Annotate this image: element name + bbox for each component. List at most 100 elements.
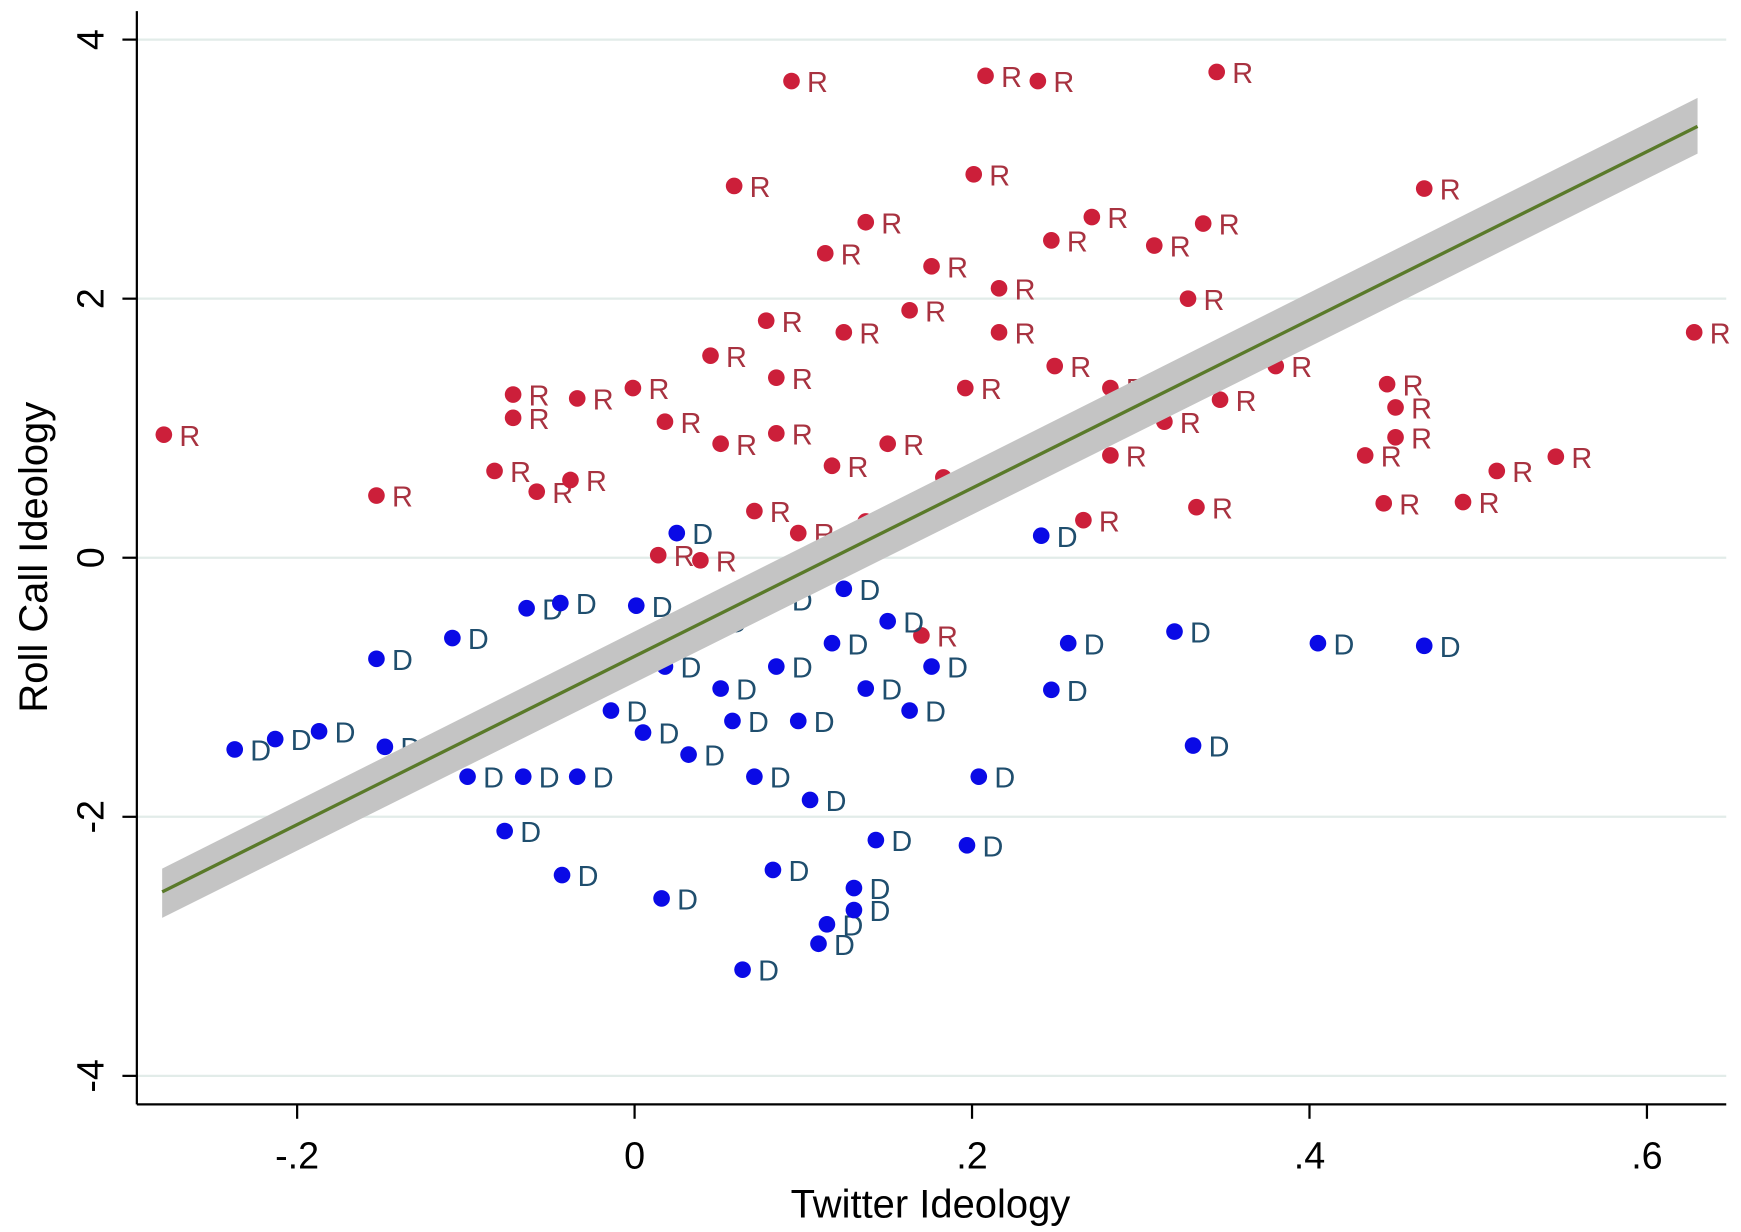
point [818,915,836,933]
point [1075,511,1092,529]
point-label: R [1107,203,1128,235]
point [767,369,785,387]
point [746,502,763,520]
point-label: R [736,430,757,462]
point-label: R [1571,443,1592,475]
x-axis-title: Twitter Ideology [791,1183,1071,1227]
point [977,67,994,85]
point-label: R [1381,441,1402,473]
point [376,738,394,756]
point-label: D [692,519,713,551]
point [867,831,885,849]
point [801,791,819,809]
x-tick-label: 0 [624,1135,645,1177]
point [783,72,800,90]
point-label: D [859,575,880,607]
point-label: D [659,719,680,751]
point [746,768,763,785]
point [958,836,976,854]
x-tick-label: -.2 [275,1135,319,1177]
point [1102,447,1119,464]
point [568,390,586,407]
point-label: R [1236,386,1257,418]
point [552,594,569,612]
point-label: R [1479,488,1500,520]
point-label: R [1126,441,1147,473]
point [1415,637,1433,655]
point [1211,391,1229,409]
point [310,722,328,740]
point-label: R [903,430,924,462]
point-label: D [483,763,504,795]
point-label: R [726,342,747,374]
point [649,546,667,564]
point [553,866,571,884]
point [518,599,535,617]
point [668,524,686,542]
point-label: D [704,741,725,773]
point [486,462,503,480]
point [789,712,807,730]
x-tick-label: .6 [1631,1135,1662,1177]
point [923,658,940,675]
point-label: R [947,252,968,284]
point-label: R [937,622,958,654]
point-label: D [891,826,912,858]
point [368,650,385,668]
point-label: R [529,381,550,413]
point [444,629,461,647]
point-label: D [578,861,599,893]
point-label: R [1001,62,1022,94]
point-label: R [841,239,862,271]
point-label: D [593,763,614,795]
point [857,680,875,697]
point-label: D [291,725,312,757]
point-label: R [792,419,813,451]
point-label: R [1015,318,1036,350]
point [913,627,930,644]
point [1188,498,1205,516]
point-label: D [869,874,890,906]
point [656,413,674,431]
point [816,245,834,262]
point [1032,527,1050,545]
point-label: R [1170,232,1191,264]
point [823,457,841,475]
point [901,702,918,719]
point-label: R [1067,226,1088,258]
point-label: D [576,589,597,621]
point-label: D [1057,522,1078,554]
point-label: R [648,374,669,406]
point-label: R [881,208,902,240]
point-label: D [770,763,791,795]
point [602,702,620,719]
point [1356,447,1374,464]
point [1685,324,1703,341]
point [767,658,785,675]
point-label: D [680,653,701,685]
point-label: R [1291,352,1312,384]
point [155,426,173,443]
point [562,471,579,489]
point-label: R [1180,408,1201,440]
point [845,879,863,897]
point-label: D [1190,618,1211,650]
point-label: D [842,910,863,942]
point [712,435,729,453]
point-label: D [520,817,541,849]
point-label: R [510,457,531,489]
point [1387,428,1404,446]
point [1309,634,1327,652]
point-label: D [983,831,1004,863]
point [1208,63,1226,81]
point [857,213,875,231]
point [702,347,719,364]
point-label: D [627,697,648,729]
point-label: R [750,172,771,204]
point [504,409,522,427]
point [1043,232,1060,249]
point [923,257,940,275]
point-label: R [1015,274,1036,306]
point [724,712,741,730]
